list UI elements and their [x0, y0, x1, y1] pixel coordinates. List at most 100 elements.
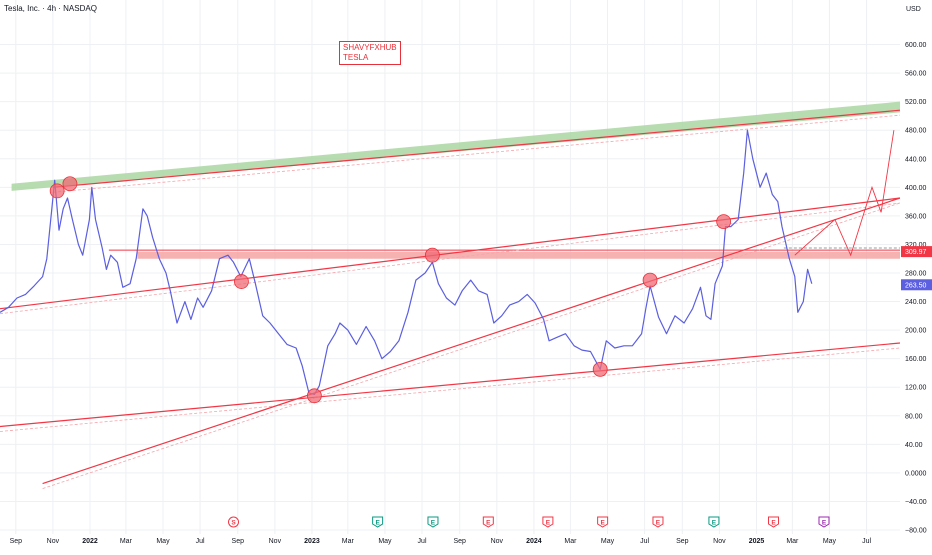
event-marker-letter: E — [546, 520, 551, 527]
level-tag: 309.97 — [905, 249, 927, 256]
resistance-channel — [11, 101, 900, 191]
trendline — [52, 109, 901, 188]
highlight-circle — [306, 388, 322, 404]
currency-label[interactable]: USD — [906, 6, 921, 13]
x-tick-label: 2025 — [749, 538, 765, 545]
y-tick-label: 440.00 — [905, 156, 927, 163]
price-series — [0, 129, 813, 395]
price-axis[interactable]: −80.00 −40.00 0.0000 40.00 80.00 120.00 160.00… — [900, 0, 932, 550]
y-tick-label: 200.00 — [905, 328, 927, 335]
earnings-marker — [482, 516, 494, 528]
y-tick-label: 480.00 — [905, 128, 927, 135]
event-marker-letter: E — [375, 520, 380, 527]
x-tick-label: 2024 — [526, 538, 542, 545]
x-tick-label: Mar — [564, 538, 577, 545]
x-tick-label: Jul — [196, 538, 205, 545]
highlight-circle — [234, 274, 249, 289]
y-tick-label: 40.00 — [905, 442, 923, 449]
highlight-circle — [62, 176, 78, 192]
grid-lines — [0, 0, 900, 534]
event-marker-letter: E — [486, 520, 491, 527]
x-tick-label: Jul — [862, 538, 871, 545]
x-tick-label: May — [601, 538, 615, 545]
y-tick-label: 520.00 — [905, 99, 927, 106]
x-tick-label: Mar — [786, 538, 799, 545]
symbol-header[interactable]: Tesla, Inc. · 4h · NASDAQ — [4, 4, 97, 13]
trendline — [42, 197, 901, 485]
y-tick-label: 240.00 — [905, 299, 927, 306]
y-tick-label: 80.00 — [905, 413, 923, 420]
earnings-marker — [768, 516, 780, 528]
y-tick-label: 320.00 — [905, 242, 927, 249]
highlight-circle — [424, 247, 440, 263]
trendline-dashed — [0, 202, 901, 315]
earnings-marker — [708, 516, 720, 528]
x-tick-label: Sep — [453, 538, 466, 545]
x-tick-label: Mar — [120, 538, 133, 545]
x-tick-label: Jul — [418, 538, 427, 545]
y-tick-label: −40.00 — [905, 499, 927, 506]
earnings-marker — [597, 516, 609, 528]
trendline-dashed — [52, 114, 901, 193]
trendline-dashed — [0, 347, 901, 432]
x-tick-label: Nov — [491, 538, 504, 545]
event-marker-letter: S — [231, 520, 236, 527]
y-tick-label: 280.00 — [905, 271, 927, 278]
trendline — [0, 197, 901, 310]
x-tick-label: Mar — [342, 538, 355, 545]
last-price-tag: 263.50 — [905, 282, 927, 289]
time-axis[interactable]: Sep Nov 2022 Mar May Jul Sep Nov 2023 Mar May Jul Se… — [0, 534, 932, 550]
highlight-circle — [592, 361, 608, 377]
event-marker-letter: E — [771, 520, 776, 527]
highlight-circle — [716, 214, 732, 230]
price-line — [0, 129, 813, 395]
event-marker-letter: E — [431, 520, 436, 527]
y-tick-label: 360.00 — [905, 213, 927, 220]
x-tick-label: 2022 — [82, 538, 98, 545]
x-tick-label: May — [823, 538, 837, 545]
event-marker-letter: E — [822, 520, 827, 527]
y-tick-label: 160.00 — [905, 356, 927, 363]
trendline — [0, 342, 901, 428]
y-tick-label: −80.00 — [905, 528, 927, 535]
horizontal-level — [137, 251, 900, 259]
time-axis-bg — [0, 534, 932, 550]
x-tick-label: Sep — [232, 538, 245, 545]
y-tick-label: 400.00 — [905, 185, 927, 192]
watermark-line-1: SHAVYFXHUB — [343, 43, 397, 52]
trendline-dashed — [42, 202, 901, 489]
highlight-circle — [642, 272, 658, 288]
watermark-line-2: TESLA — [343, 53, 369, 62]
event-marker-letter: E — [656, 520, 661, 527]
price-tags: 309.97 263.50 — [901, 246, 932, 291]
event-marker-letter: E — [712, 520, 717, 527]
x-tick-label: Nov — [269, 538, 282, 545]
drawn-zones — [11, 101, 900, 259]
x-tick-label: May — [156, 538, 170, 545]
x-tick-label: Nov — [47, 538, 60, 545]
earnings-marker — [542, 516, 554, 528]
x-tick-label: Nov — [713, 538, 726, 545]
y-tick-label: 120.00 — [905, 385, 927, 392]
y-tick-label: 0.0000 — [905, 470, 927, 477]
x-tick-label: May — [378, 538, 392, 545]
earnings-marker — [818, 516, 830, 528]
x-tick-label: 2023 — [304, 538, 320, 545]
watermark-box: SHAVYFXHUB TESLA — [339, 41, 401, 65]
drawn-trendlines — [0, 109, 901, 489]
y-tick-label: 600.00 — [905, 42, 927, 49]
earnings-marker — [372, 516, 384, 528]
last-price-tag-bg — [901, 279, 932, 291]
projection-path — [794, 130, 895, 257]
price-axis-bg — [900, 0, 932, 550]
split-marker — [228, 516, 240, 528]
highlight-circles — [49, 176, 732, 404]
event-marker-letter: E — [600, 520, 605, 527]
earnings-marker — [427, 516, 439, 528]
highlight-circle — [49, 183, 65, 199]
x-tick-label: Sep — [676, 538, 689, 545]
x-tick-label: Jul — [640, 538, 649, 545]
